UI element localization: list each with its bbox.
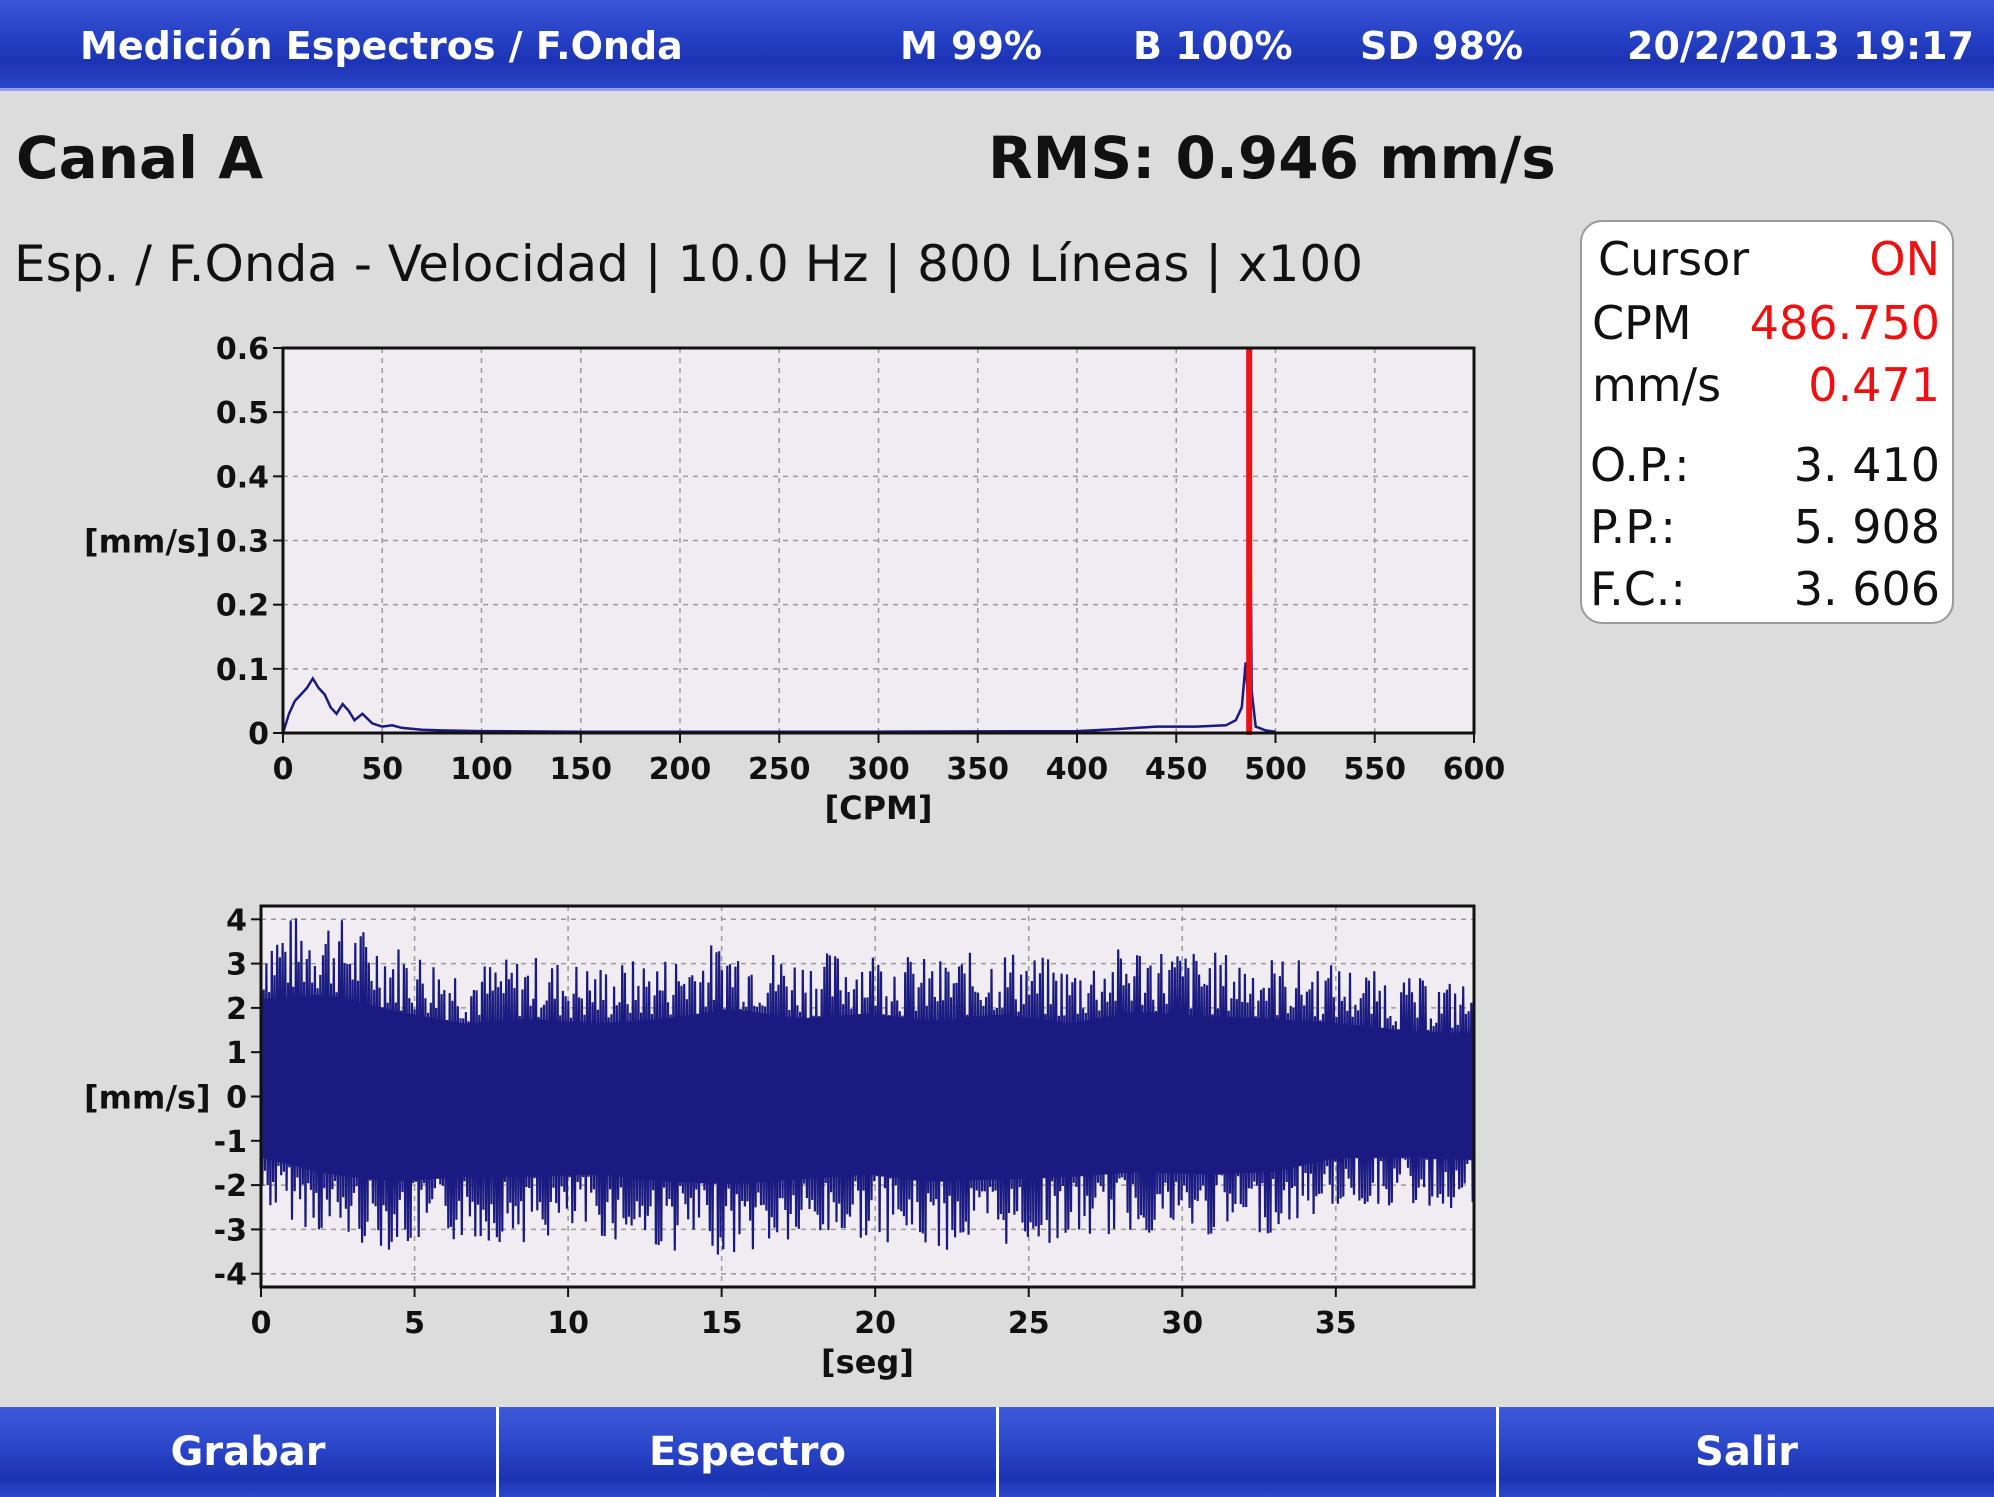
pp-value: 5. 908: [1793, 500, 1940, 554]
softkey-bar: Grabar Espectro Salir: [0, 1407, 1994, 1497]
waveform-x-tick-label: 35: [1315, 1306, 1357, 1341]
battery-status: B 100%: [1133, 24, 1293, 68]
mms-value: 0.471: [1808, 358, 1940, 412]
waveform-x-tick-label: 0: [251, 1306, 272, 1341]
spectrum-y-tick-label: 0.3: [216, 525, 269, 560]
spectrum-x-tick-label: 200: [649, 752, 712, 787]
spectrum-x-tick-label: 450: [1145, 752, 1208, 787]
waveform-x-tick-label: 20: [854, 1306, 896, 1341]
spectrum-y-tick-label: 0.5: [216, 396, 269, 431]
cpm-row: CPM 486.750: [1590, 296, 1940, 352]
spectrum-x-tick-label: 300: [847, 752, 910, 787]
op-row: O.P.: 3. 410: [1590, 438, 1940, 494]
channel-label: Canal A: [16, 124, 264, 192]
empty-softkey-button[interactable]: [999, 1407, 1499, 1497]
waveform-y-tick-label: -3: [214, 1213, 247, 1248]
spectrum-x-tick-label: 500: [1244, 752, 1307, 787]
spectrum-x-tick-label: 150: [549, 752, 612, 787]
spectrum-x-tick-label: 100: [450, 752, 513, 787]
cursor-label: Cursor: [1598, 232, 1750, 286]
spectrum-x-tick-label: 600: [1443, 752, 1506, 787]
spectrum-y-tick-label: 0: [248, 717, 269, 752]
waveform-x-tick-label: 10: [547, 1306, 589, 1341]
datetime: 20/2/2013 19:17: [1627, 24, 1975, 68]
spectrum-y-axis-label: [mm/s]: [84, 523, 211, 561]
fc-row: F.C.: 3. 606: [1590, 562, 1940, 618]
espectro-button[interactable]: Espectro: [499, 1407, 999, 1497]
waveform-x-tick-label: 5: [404, 1306, 425, 1341]
measurement-config: Esp. / F.Onda - Velocidad | 10.0 Hz | 80…: [14, 235, 1364, 293]
waveform-y-axis-label: [mm/s]: [84, 1079, 211, 1117]
op-value: 3. 410: [1793, 438, 1940, 492]
waveform-y-tick-label: -4: [214, 1258, 247, 1293]
cursor-state: ON: [1869, 232, 1940, 286]
pp-row: P.P.: 5. 908: [1590, 500, 1940, 556]
waveform-y-tick-label: 2: [226, 992, 247, 1027]
waveform-x-tick-label: 15: [701, 1306, 743, 1341]
waveform-y-tick-label: 1: [226, 1036, 247, 1071]
cpm-value: 486.750: [1749, 296, 1940, 350]
sd-card-status: SD 98%: [1360, 24, 1524, 68]
cpm-label: CPM: [1592, 296, 1692, 350]
fc-label: F.C.:: [1590, 562, 1686, 616]
mms-label: mm/s: [1592, 358, 1722, 412]
spectrum-x-tick-label: 0: [273, 752, 294, 787]
spectrum-y-tick-label: 0.1: [216, 653, 269, 688]
waveform-plot-border: [259, 904, 1476, 1289]
waveform-y-tick-label: 3: [226, 948, 247, 983]
pp-label: P.P.:: [1590, 500, 1676, 554]
waveform-x-axis-label: [seg]: [821, 1343, 914, 1381]
spectrum-plot-border: [281, 346, 1476, 735]
spectrum-x-tick-label: 50: [361, 752, 403, 787]
memory-status: M 99%: [900, 24, 1042, 68]
spectrum-x-tick-label: 400: [1046, 752, 1109, 787]
waveform-x-tick-label: 25: [1008, 1306, 1050, 1341]
fc-value: 3. 606: [1793, 562, 1940, 616]
spectrum-x-tick-label: 250: [748, 752, 811, 787]
waveform-y-tick-label: -1: [214, 1125, 247, 1160]
screen-title: Medición Espectros / F.Onda: [80, 24, 683, 68]
spectrum-y-tick-label: 0.4: [216, 460, 269, 495]
spectrum-series-line: [281, 431, 1276, 734]
spectrum-x-tick-label: 350: [946, 752, 1009, 787]
op-label: O.P.:: [1590, 438, 1690, 492]
spectrum-y-tick-label: 0.6: [216, 332, 269, 367]
rms-readout: RMS: 0.946 mm/s: [988, 124, 1556, 192]
title-bar: Medición Espectros / F.Onda M 99% B 100%…: [0, 0, 1994, 91]
mms-row: mm/s 0.471: [1590, 358, 1940, 414]
cursor-panel[interactable]: Cursor ON CPM 486.750 mm/s 0.471 O.P.: 3…: [1580, 220, 1954, 624]
salir-button[interactable]: Salir: [1499, 1407, 1994, 1497]
waveform-y-tick-label: 4: [226, 903, 247, 938]
waveform-y-tick-label: -2: [214, 1169, 247, 1204]
spectrum-y-tick-label: 0.2: [216, 589, 269, 624]
waveform-y-tick-label: 0: [226, 1081, 247, 1116]
grabar-button[interactable]: Grabar: [0, 1407, 499, 1497]
spectrum-x-axis-label: [CPM]: [824, 789, 932, 827]
spectrum-x-tick-label: 550: [1343, 752, 1406, 787]
cursor-row[interactable]: Cursor ON: [1590, 232, 1940, 288]
waveform-core-band: [261, 994, 1474, 1184]
waveform-x-tick-label: 30: [1161, 1306, 1203, 1341]
waveform-series-line: [259, 918, 1476, 1255]
